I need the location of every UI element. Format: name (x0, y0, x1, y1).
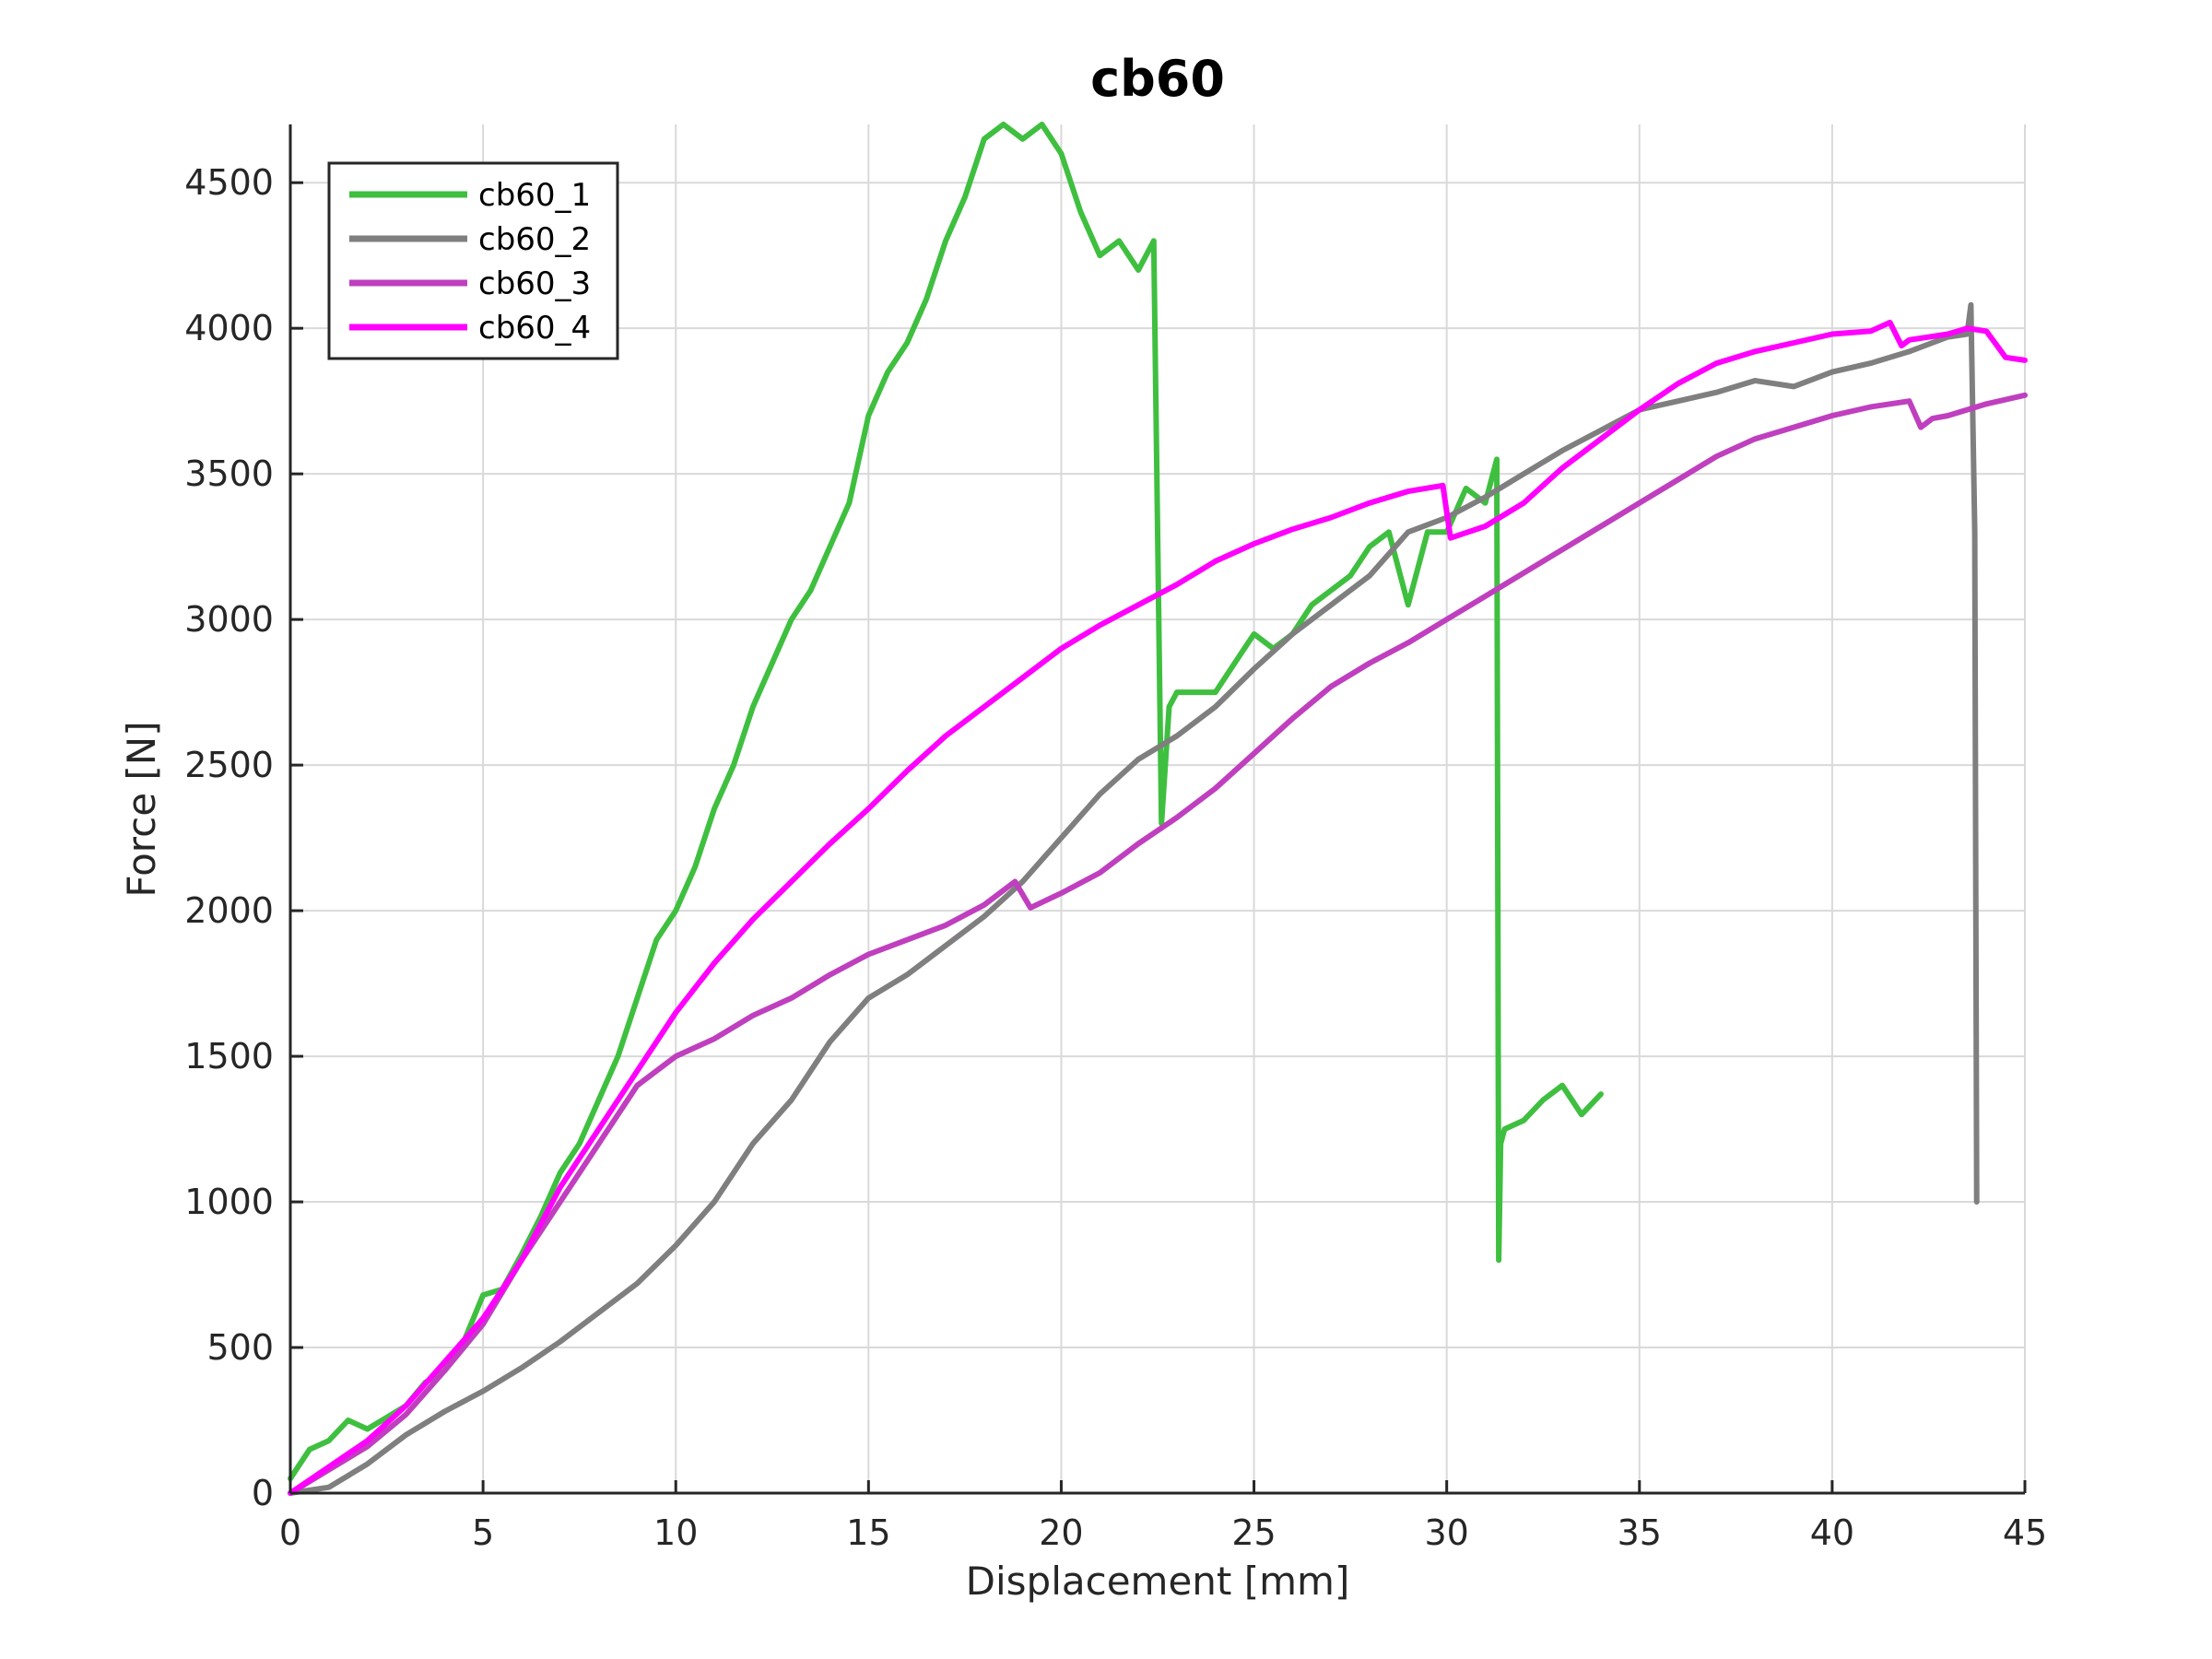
x-tick-label: 15 (846, 1512, 890, 1553)
y-tick-label: 2500 (184, 745, 274, 785)
x-tick-label: 0 (279, 1512, 301, 1553)
legend: cb60_1 cb60_2 cb60_3 cb60_4 (327, 161, 619, 360)
series-line-cb60_2 (288, 301, 1980, 1496)
series-line-cb60_4 (288, 319, 2028, 1496)
y-tick-label: 1000 (184, 1182, 274, 1222)
y-tick-label: 0 (252, 1473, 274, 1513)
legend-label: cb60_4 (478, 310, 591, 347)
x-tick-label: 35 (1618, 1512, 1662, 1553)
chart-title: cb60 (1090, 50, 1225, 108)
y-tick-label: 500 (206, 1327, 274, 1368)
x-tick-label: 30 (1424, 1512, 1468, 1553)
y-tick-label: 3000 (184, 599, 274, 640)
y-axis-label: Force [N] (119, 721, 164, 897)
legend-label: cb60_2 (478, 221, 591, 258)
y-tick-labels: 0 500 1000 1500 2000 2500 3000 3500 4000 4500 (184, 162, 274, 1513)
x-tick-labels: 0 5 10 15 20 25 30 35 40 45 (279, 1512, 2047, 1553)
series-line-cb60_3 (288, 392, 2028, 1496)
series-line-cb60_1 (288, 122, 1604, 1482)
legend-label: cb60_3 (478, 265, 591, 302)
legend-label: cb60_1 (478, 177, 591, 214)
x-tick-label: 25 (1231, 1512, 1276, 1553)
plot-lines (288, 122, 2028, 1496)
y-tick-label: 4500 (184, 162, 274, 203)
y-tick-label: 1500 (184, 1036, 274, 1077)
axes (288, 124, 2027, 1495)
x-tick-label: 45 (2003, 1512, 2047, 1553)
x-tick-label: 5 (472, 1512, 494, 1553)
y-tick-label: 2000 (184, 890, 274, 931)
y-tick-label: 4000 (184, 308, 274, 348)
x-axis-label: Displacement [mm] (966, 1559, 1350, 1604)
x-tick-label: 10 (653, 1512, 698, 1553)
x-tick-label: 20 (1039, 1512, 1083, 1553)
x-tick-label: 40 (1810, 1512, 1854, 1553)
y-tick-label: 3500 (184, 453, 274, 494)
